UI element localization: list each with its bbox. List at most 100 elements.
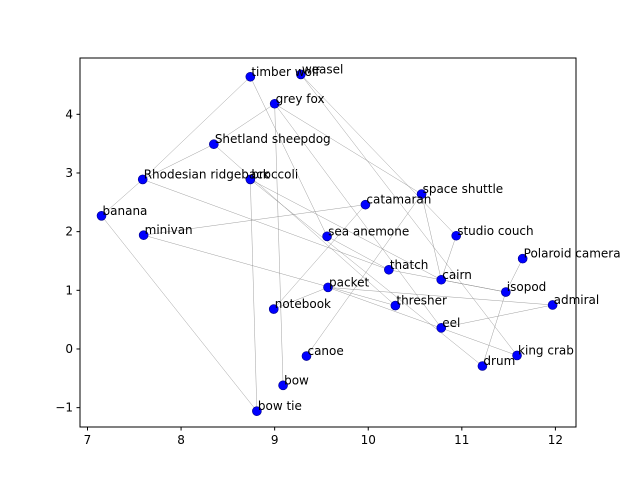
edge-rhodesian-ridgeback-timber-wolf bbox=[142, 76, 251, 180]
point-drum bbox=[477, 361, 488, 371]
axes-frame bbox=[79, 57, 577, 428]
point-label-cairn: cairn bbox=[442, 268, 472, 282]
point-sea-anemone bbox=[322, 231, 332, 242]
edge-catamaran-notebook bbox=[273, 204, 366, 310]
point-label-canoe: canoe bbox=[307, 344, 343, 358]
point-eel bbox=[436, 323, 447, 333]
point-label-notebook: notebook bbox=[275, 297, 331, 311]
point-rhodesian-ridgeback bbox=[137, 174, 148, 185]
edge-polaroid-camera-isopod bbox=[505, 258, 523, 293]
edge-rhodesian-ridgeback-shetland-sheepdog bbox=[142, 144, 214, 180]
point-label-isopod: isopod bbox=[507, 280, 547, 294]
edge-space-shuttle-cairn bbox=[421, 194, 442, 280]
edge-packet-notebook bbox=[273, 287, 329, 310]
point-polaroid-camera bbox=[517, 253, 528, 264]
point-broccoli bbox=[245, 174, 256, 185]
edge-packet-king-crab bbox=[327, 287, 518, 356]
point-label-banana: banana bbox=[103, 204, 148, 218]
point-label-timber-wolf: timber wolf bbox=[251, 65, 320, 79]
edge-timber-wolf-sea-anemone bbox=[250, 76, 328, 237]
edge-grey-fox-bow bbox=[274, 103, 284, 386]
point-isopod bbox=[501, 287, 511, 297]
edge-grey-fox-space-shuttle bbox=[274, 103, 422, 195]
edge-rhodesian-ridgeback-thatch bbox=[142, 179, 389, 271]
edge-banana-bow-tie bbox=[101, 215, 258, 412]
y-tick-label: 3 bbox=[65, 166, 73, 180]
edge-broccoli-drum bbox=[250, 179, 483, 367]
point-shetland-sheepdog bbox=[209, 139, 219, 150]
point-bow-tie bbox=[252, 406, 262, 416]
edge-layer bbox=[101, 74, 553, 412]
point-label-sea-anemone: sea anemone bbox=[328, 224, 409, 238]
point-grey-fox bbox=[269, 98, 280, 109]
y-tick-label: 2 bbox=[65, 225, 73, 239]
x-tick-label: 12 bbox=[548, 433, 563, 447]
point-minivan bbox=[138, 230, 149, 240]
point-label-bow-tie: bow tie bbox=[258, 399, 302, 413]
edge-shetland-sheepdog-grey-fox bbox=[213, 103, 275, 145]
point-label-space-shuttle: space shuttle bbox=[423, 182, 504, 196]
point-thatch bbox=[384, 264, 394, 275]
point-label-studio-couch: studio couch bbox=[457, 224, 533, 238]
x-tick-label: 8 bbox=[177, 433, 185, 447]
point-label-catamaran: catamaran bbox=[366, 193, 431, 207]
edge-space-shuttle-canoe bbox=[306, 193, 422, 357]
point-label-broccoli: broccoli bbox=[251, 167, 298, 181]
point-canoe bbox=[301, 351, 312, 361]
x-tick-label: 11 bbox=[454, 433, 469, 447]
point-label-minivan: minivan bbox=[145, 223, 193, 237]
point-bow bbox=[278, 380, 288, 391]
point-admiral bbox=[547, 300, 558, 310]
edge-weasel-king-crab bbox=[300, 74, 518, 356]
point-label-shetland-sheepdog: Shetland sheepdog bbox=[215, 132, 331, 146]
point-king-crab bbox=[512, 350, 522, 361]
point-banana bbox=[96, 211, 107, 221]
edge-banana-rhodesian-ridgeback bbox=[101, 179, 143, 216]
y-tick-label: 4 bbox=[65, 107, 73, 121]
edge-grey-fox-eel bbox=[274, 103, 442, 329]
point-space-shuttle bbox=[416, 189, 427, 199]
point-timber-wolf bbox=[245, 71, 256, 82]
edge-studio-couch-cairn bbox=[441, 235, 457, 280]
point-label-king-crab: king crab bbox=[518, 343, 574, 357]
edge-broccoli-bow-tie bbox=[250, 179, 258, 412]
point-label-grey-fox: grey fox bbox=[276, 92, 325, 106]
point-label-bow: bow bbox=[284, 373, 309, 387]
point-thresher bbox=[390, 300, 401, 311]
point-label-packet: packet bbox=[329, 275, 369, 289]
edge-packet-admiral bbox=[327, 287, 553, 306]
point-packet bbox=[323, 282, 333, 293]
edge-minivan-thresher bbox=[143, 234, 396, 306]
point-weasel bbox=[296, 69, 306, 80]
point-label-weasel: weasel bbox=[302, 62, 344, 76]
y-tick-label: 1 bbox=[65, 283, 73, 297]
point-label-eel: eel bbox=[442, 316, 460, 330]
edge-weasel-studio-couch bbox=[300, 74, 457, 236]
y-tick-label: −1 bbox=[55, 401, 73, 415]
x-axis: 7 8 9 10 11 12 bbox=[84, 427, 563, 447]
edge-thatch-isopod bbox=[388, 269, 506, 293]
point-catamaran bbox=[360, 199, 371, 210]
y-axis: −1 0 1 2 3 4 bbox=[55, 107, 80, 415]
edge-sea-anemone-thatch bbox=[326, 236, 389, 270]
edge-eel-admiral bbox=[441, 304, 553, 329]
edge-broccoli-cairn bbox=[250, 179, 442, 280]
y-tick-label: 0 bbox=[65, 342, 73, 356]
point-notebook bbox=[268, 304, 279, 314]
point-layer bbox=[96, 69, 558, 416]
point-label-thresher: thresher bbox=[396, 294, 447, 308]
x-tick-label: 7 bbox=[84, 433, 92, 447]
x-tick-label: 10 bbox=[361, 433, 376, 447]
edge-minivan-catamaran bbox=[143, 204, 366, 236]
point-studio-couch bbox=[451, 230, 462, 241]
point-label-drum: drum bbox=[483, 354, 515, 368]
point-cairn bbox=[436, 274, 447, 285]
x-tick-label: 9 bbox=[271, 433, 279, 447]
point-label-thatch: thatch bbox=[390, 258, 429, 272]
edge-shetland-sheepdog-thresher bbox=[213, 144, 396, 306]
point-label-polaroid-camera: Polaroid camera bbox=[524, 247, 621, 261]
point-label-rhodesian-ridgeback: Rhodesian ridgeback bbox=[144, 167, 270, 181]
